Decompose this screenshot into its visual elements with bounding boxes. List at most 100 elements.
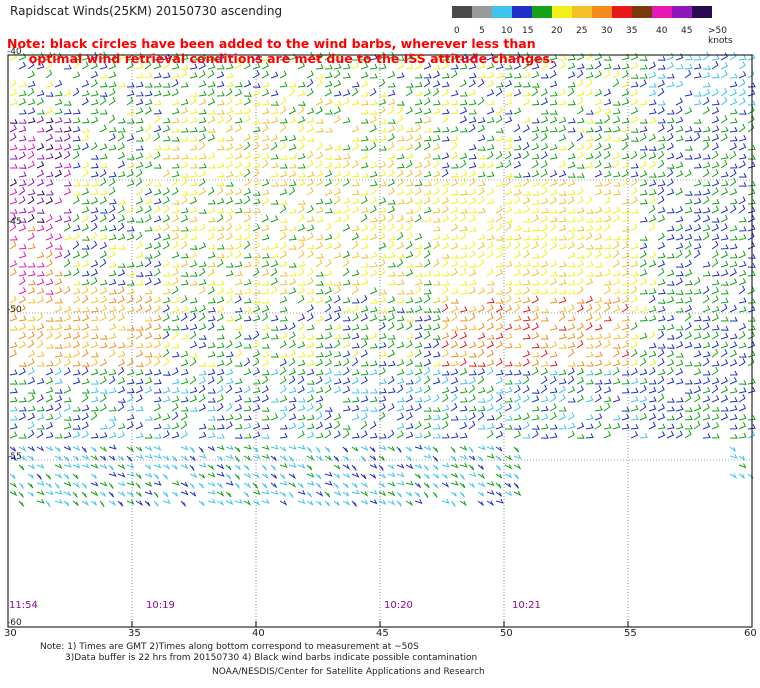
- wind-barb: [252, 349, 261, 358]
- wind-barb: [531, 322, 539, 331]
- wind-barb: [576, 298, 585, 304]
- wind-barb: [414, 397, 423, 403]
- wind-barb: [531, 180, 540, 187]
- wind-barb: [495, 464, 502, 471]
- wind-barb: [423, 491, 429, 498]
- wind-barb: [639, 432, 648, 439]
- wind-barb: [747, 188, 756, 196]
- wind-barb: [207, 376, 215, 385]
- wind-barb: [693, 368, 702, 376]
- wind-barb: [135, 446, 143, 452]
- wind-barb: [171, 171, 180, 178]
- wind-barb: [477, 124, 485, 133]
- wind-barb: [27, 60, 35, 70]
- wind-barb: [261, 61, 269, 70]
- wind-barb: [279, 385, 287, 394]
- wind-barb: [207, 55, 216, 61]
- wind-barb: [279, 225, 288, 232]
- wind-barb: [387, 106, 395, 115]
- wind-barb: [306, 431, 315, 439]
- wind-barb: [729, 414, 738, 421]
- wind-barb: [666, 406, 675, 412]
- wind-barb: [432, 455, 438, 462]
- wind-barb: [81, 199, 90, 205]
- wind-barb: [369, 306, 378, 313]
- wind-barb: [315, 432, 324, 439]
- wind-barb: [657, 206, 666, 214]
- wind-barb: [450, 190, 459, 196]
- wind-barb: [540, 97, 548, 106]
- wind-barb: [495, 473, 503, 479]
- wind-barb: [477, 386, 486, 394]
- wind-barb: [414, 243, 423, 250]
- wind-barb: [306, 78, 314, 88]
- wind-barb: [432, 464, 439, 471]
- wind-barb: [72, 60, 80, 70]
- wind-barb: [189, 271, 198, 277]
- wind-barb: [738, 54, 747, 61]
- wind-barb: [216, 287, 225, 295]
- wind-barb: [279, 163, 288, 169]
- wind-barb: [306, 107, 315, 115]
- wind-barb: [144, 132, 152, 142]
- wind-barb: [351, 332, 360, 340]
- wind-barb: [252, 207, 261, 214]
- wind-barb: [405, 180, 414, 187]
- wind-barb: [423, 135, 432, 142]
- wind-barb: [18, 304, 26, 313]
- wind-barb: [423, 160, 431, 169]
- wind-barb: [639, 385, 647, 394]
- wind-barb: [27, 243, 36, 250]
- wind-barb: [531, 207, 540, 214]
- wind-barb: [468, 162, 477, 169]
- wind-barb: [531, 288, 540, 295]
- wind-barb: [243, 298, 252, 304]
- wind-barb: [198, 403, 206, 412]
- wind-barb: [342, 117, 351, 124]
- wind-barb: [387, 141, 395, 151]
- wind-barb: [513, 89, 522, 97]
- wind-barb: [117, 286, 125, 295]
- wind-barb: [45, 144, 54, 151]
- wind-barb: [216, 81, 225, 88]
- wind-barb: [234, 242, 243, 250]
- wind-barb: [270, 464, 277, 471]
- wind-barb: [252, 241, 260, 250]
- wind-barb: [450, 90, 459, 97]
- wind-barb: [423, 342, 432, 349]
- wind-barb: [459, 500, 468, 507]
- wind-barb: [648, 222, 656, 232]
- wind-barb: [45, 278, 54, 286]
- wind-barb: [585, 395, 594, 403]
- wind-barb: [333, 144, 342, 151]
- wind-barb: [720, 205, 729, 214]
- wind-barb: [55, 316, 63, 322]
- wind-barb: [684, 296, 693, 304]
- wind-barb: [243, 306, 252, 313]
- wind-barb: [720, 187, 729, 196]
- wind-barb: [243, 368, 252, 376]
- wind-barb: [702, 370, 711, 376]
- wind-barb: [198, 279, 207, 286]
- wind-barb: [126, 179, 135, 187]
- wind-barb: [720, 126, 729, 133]
- wind-barb: [36, 330, 44, 340]
- wind-barb: [738, 463, 747, 469]
- wind-barb: [630, 271, 639, 277]
- wind-barb: [666, 168, 674, 178]
- wind-barb: [144, 123, 152, 133]
- wind-barb: [712, 217, 720, 223]
- wind-barb: [486, 188, 495, 196]
- wind-barb: [189, 180, 198, 187]
- wind-barb: [477, 171, 486, 178]
- wind-barb: [711, 348, 719, 358]
- wind-barb: [459, 422, 468, 430]
- wind-barb: [585, 217, 594, 223]
- wind-barb: [252, 473, 261, 479]
- wind-barb: [702, 82, 711, 88]
- wind-barb: [630, 387, 639, 394]
- wind-barb: [36, 498, 45, 504]
- wind-barb: [324, 170, 333, 178]
- wind-barb: [261, 375, 269, 385]
- wind-barb: [495, 87, 503, 97]
